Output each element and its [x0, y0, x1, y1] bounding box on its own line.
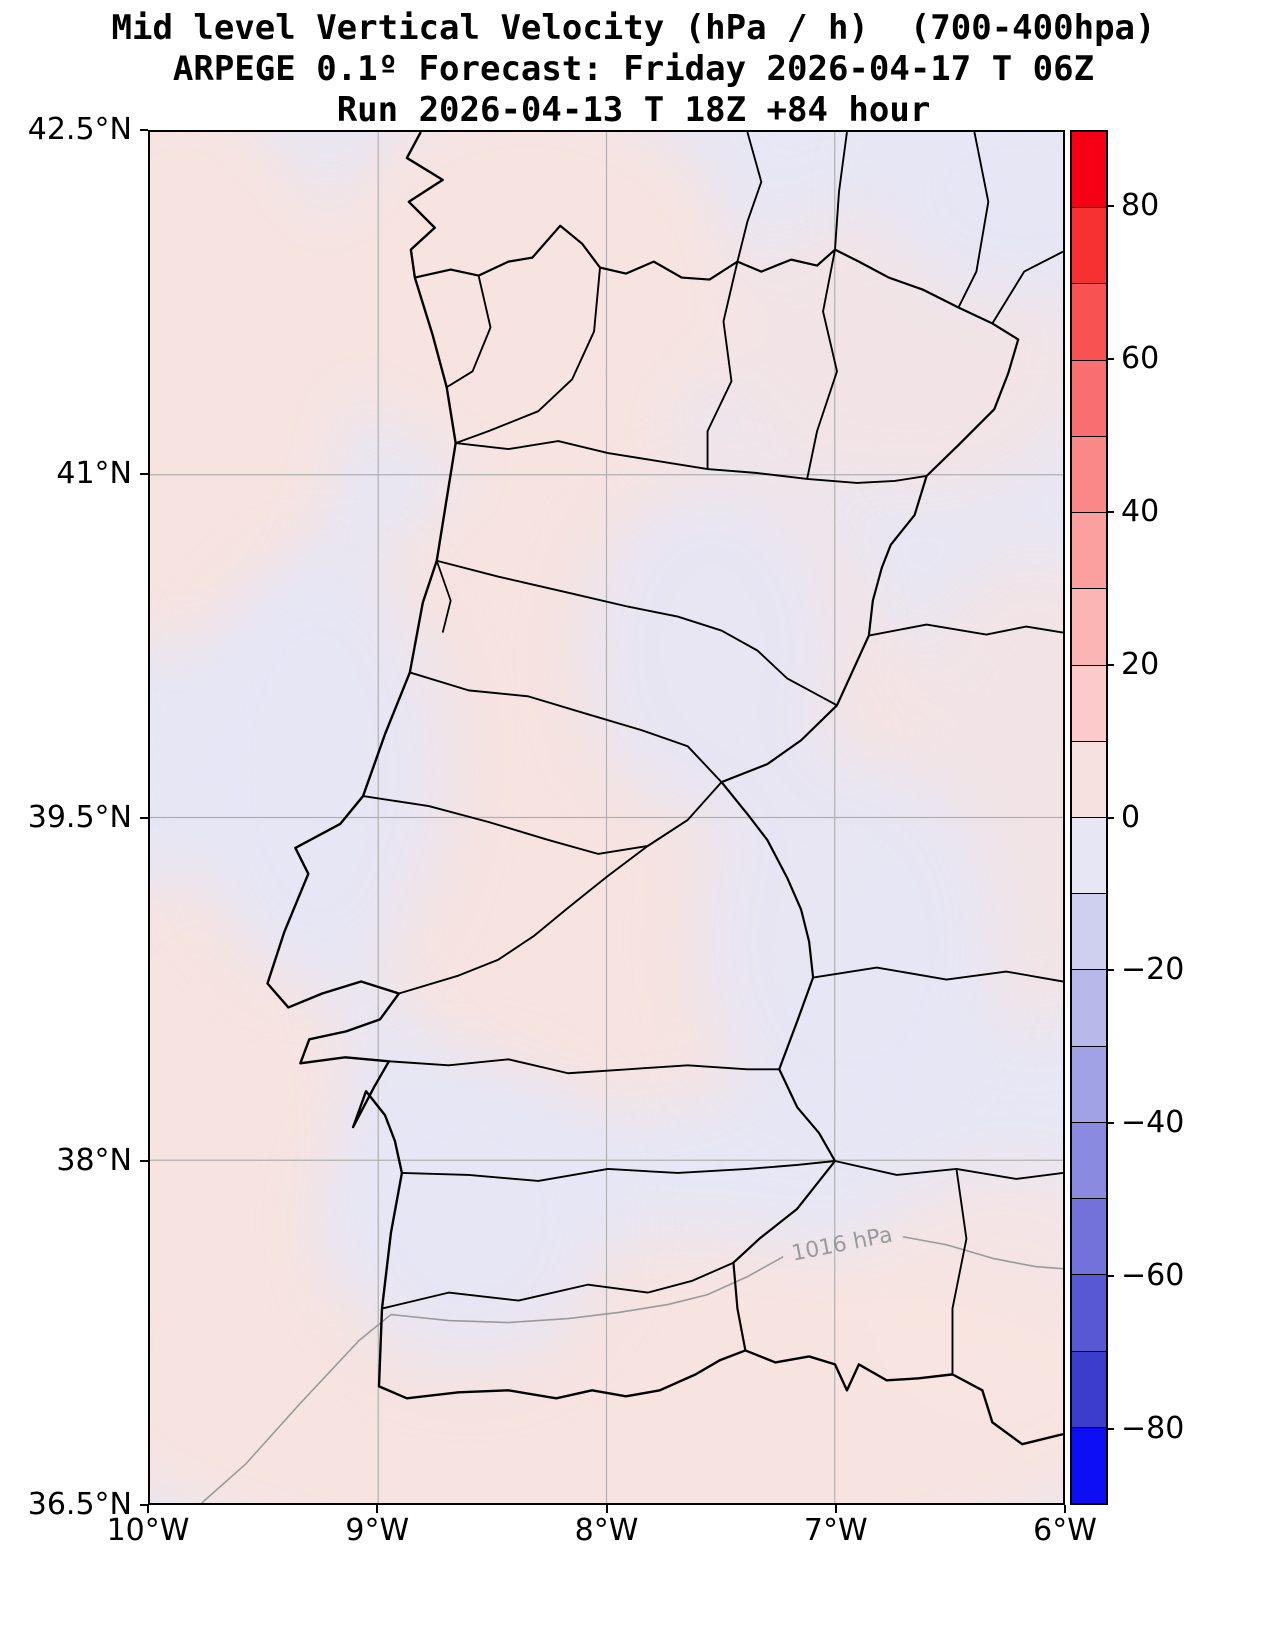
x-tick-label: 8°W: [574, 1513, 639, 1548]
colorbar-segment: [1072, 741, 1106, 818]
colorbar-segment: [1072, 1199, 1106, 1276]
colorbar-tick-label: −80: [1121, 1410, 1185, 1446]
spain-coastline-path: [744, 1349, 1063, 1446]
map-svg: 1016 hPa: [150, 132, 1063, 1503]
map-plot: 1016 hPa: [148, 130, 1065, 1505]
colorbar-segment: [1072, 1122, 1106, 1200]
colorbar-tick-mark: [1106, 1122, 1114, 1125]
colorbar-segment: [1072, 589, 1106, 666]
colorbar-tick-mark: [1106, 1274, 1114, 1277]
colorbar-segment: [1072, 1275, 1106, 1352]
colorbar-segment: [1072, 360, 1106, 437]
colorbar-tick-label: 20: [1121, 646, 1160, 682]
x-tick-label: 9°W: [345, 1513, 410, 1548]
x-tick-label: 6°W: [1033, 1513, 1097, 1548]
colorbar-tick-label: −60: [1121, 1257, 1185, 1293]
y-tick-mark: [140, 129, 148, 131]
x-tick-label: 7°W: [803, 1513, 868, 1548]
colorbar: [1070, 130, 1108, 1505]
title-line-2: ARPEGE 0.1º Forecast: Friday 2026-04-17 …: [172, 49, 1095, 89]
colorbar-tick-label: 80: [1121, 188, 1160, 224]
colorbar-tick-mark: [1106, 816, 1114, 819]
y-tick-mark: [140, 1504, 148, 1506]
colorbar-segment: [1072, 284, 1106, 361]
colorbar-tick-label: 40: [1121, 493, 1160, 529]
colorbar-tick-label: −20: [1121, 952, 1185, 988]
colorbar-segment: [1072, 208, 1106, 285]
district-boundary-paths: [362, 132, 1063, 1375]
coastline-path: [266, 132, 746, 1400]
title-block: Mid level Vertical Velocity (hPa / h) (7…: [0, 8, 1267, 131]
colorbar-segment: [1072, 970, 1106, 1047]
title-line-1: Mid level Vertical Velocity (hPa / h) (7…: [111, 8, 1156, 48]
y-tick-mark: [140, 1160, 148, 1163]
colorbar-segment: [1072, 1046, 1106, 1123]
x-tick-label: 10°W: [106, 1513, 190, 1548]
colorbar-segment: [1072, 132, 1106, 209]
y-tick-label: 42.5°N: [27, 112, 132, 147]
isobar-contour: [201, 1235, 1063, 1503]
colorbar-tick-mark: [1106, 1427, 1114, 1430]
colorbar-tick-label: 0: [1121, 799, 1141, 835]
x-tick-mark: [834, 1505, 837, 1513]
y-tick-mark: [140, 816, 148, 819]
x-tick-mark: [376, 1505, 379, 1513]
y-tick-label: 36.5°N: [27, 1487, 132, 1522]
y-tick-mark: [140, 472, 148, 475]
colorbar-tick-label: −40: [1121, 1105, 1185, 1141]
x-tick-mark: [147, 1505, 149, 1513]
colorbar-tick-mark: [1106, 358, 1114, 361]
border-paths: [414, 224, 1020, 1351]
x-tick-mark: [1064, 1505, 1066, 1513]
colorbar-tick-mark: [1106, 663, 1114, 666]
colorbar-segment: [1072, 665, 1106, 742]
title-line-3: Run 2026-04-13 T 18Z +84 hour: [336, 90, 931, 130]
colorbar-segment: [1072, 894, 1106, 971]
colorbar-tick-mark: [1106, 969, 1114, 972]
colorbar-segment: [1072, 513, 1106, 590]
colorbar-segment: [1072, 817, 1106, 895]
y-tick-label: 41°N: [56, 455, 132, 491]
colorbar-segment: [1072, 436, 1106, 514]
y-tick-label: 38°N: [56, 1143, 132, 1179]
colorbar-tick-mark: [1106, 205, 1114, 208]
colorbar-tick-label: 60: [1121, 341, 1160, 377]
x-tick-mark: [605, 1505, 608, 1513]
colorbar-tick-mark: [1106, 510, 1114, 513]
negative-velocity-patches: [189, 132, 1063, 1369]
colorbar-segments: [1072, 132, 1106, 1503]
aveiro-lagoon-path: [435, 560, 452, 633]
y-tick-label: 39.5°N: [27, 799, 132, 835]
colorbar-segment: [1072, 1427, 1106, 1503]
colorbar-segment: [1072, 1351, 1106, 1428]
